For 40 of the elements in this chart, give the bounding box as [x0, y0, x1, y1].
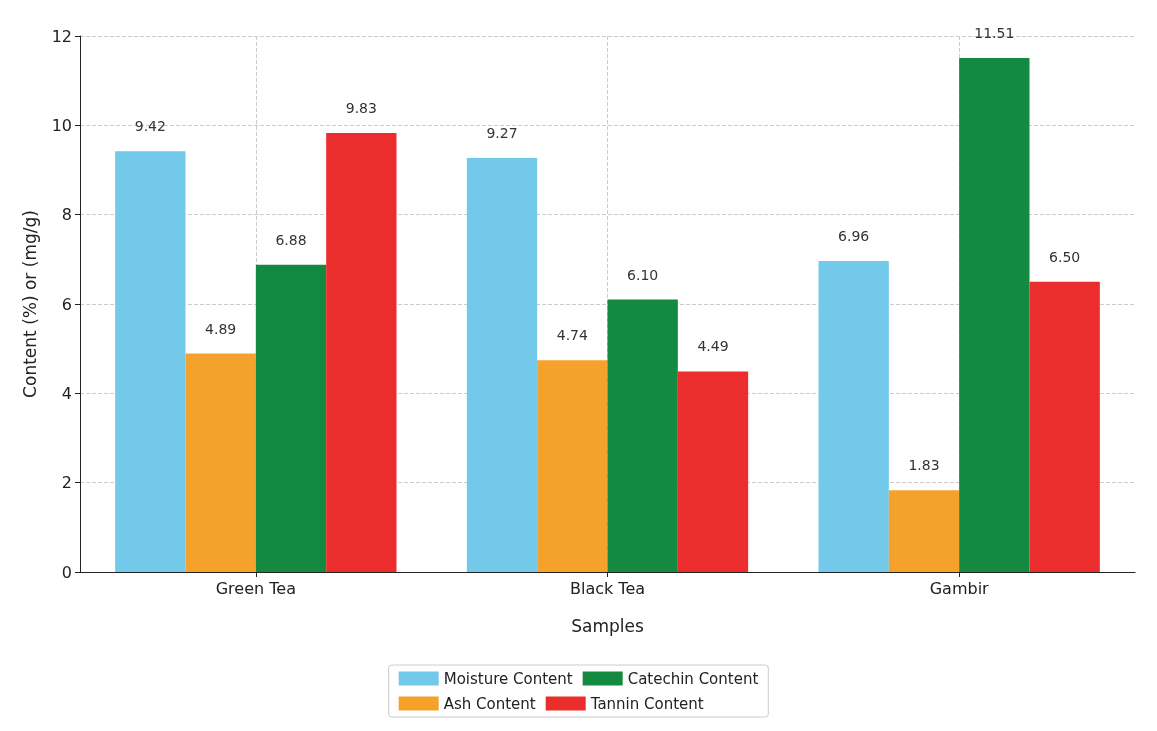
bar [1029, 281, 1100, 572]
bar [255, 264, 327, 572]
bar [888, 490, 960, 572]
data-label: 9.27 [486, 124, 518, 141]
data-label: 11.51 [974, 24, 1015, 41]
bar [326, 132, 397, 572]
bar [115, 151, 186, 572]
bar [466, 157, 538, 572]
data-label: 6.96 [838, 228, 870, 245]
y-tick-label: 8 [61, 205, 72, 225]
y-tick-label: 0 [61, 562, 72, 582]
legend-label: Catechin Content [627, 669, 759, 688]
data-label: 4.74 [556, 327, 589, 344]
bar [185, 353, 256, 572]
data-label: 4.89 [205, 320, 237, 337]
data-label: 6.88 [275, 231, 307, 248]
bar [818, 261, 889, 572]
bar [677, 371, 749, 572]
y-tick-label: 6 [61, 294, 72, 314]
bar [537, 360, 608, 572]
x-tick-label: Green Tea [215, 578, 296, 598]
bar [959, 57, 1030, 572]
y-tick-label: 4 [61, 383, 72, 403]
legend-label: Tannin Content [589, 694, 704, 713]
y-tick-label: 2 [61, 473, 72, 493]
data-label: 4.49 [697, 338, 729, 355]
data-label: 6.50 [1049, 248, 1081, 265]
data-label: 1.83 [908, 457, 940, 474]
legend-label: Moisture Content [443, 669, 573, 688]
data-label: 9.83 [345, 99, 377, 116]
legend-label: Ash Content [443, 694, 536, 713]
x-axis-title: Samples [571, 615, 644, 636]
bar [607, 299, 678, 572]
y-axis-title: Content (%) or (mg/g) [19, 210, 40, 398]
y-tick-label: 10 [51, 115, 72, 135]
x-tick-label: Black Tea [569, 578, 646, 598]
x-tick-label: Gambir [929, 578, 990, 598]
data-label: 9.42 [134, 118, 166, 135]
y-tick-label: 12 [51, 26, 72, 46]
data-label: 6.10 [627, 266, 659, 283]
